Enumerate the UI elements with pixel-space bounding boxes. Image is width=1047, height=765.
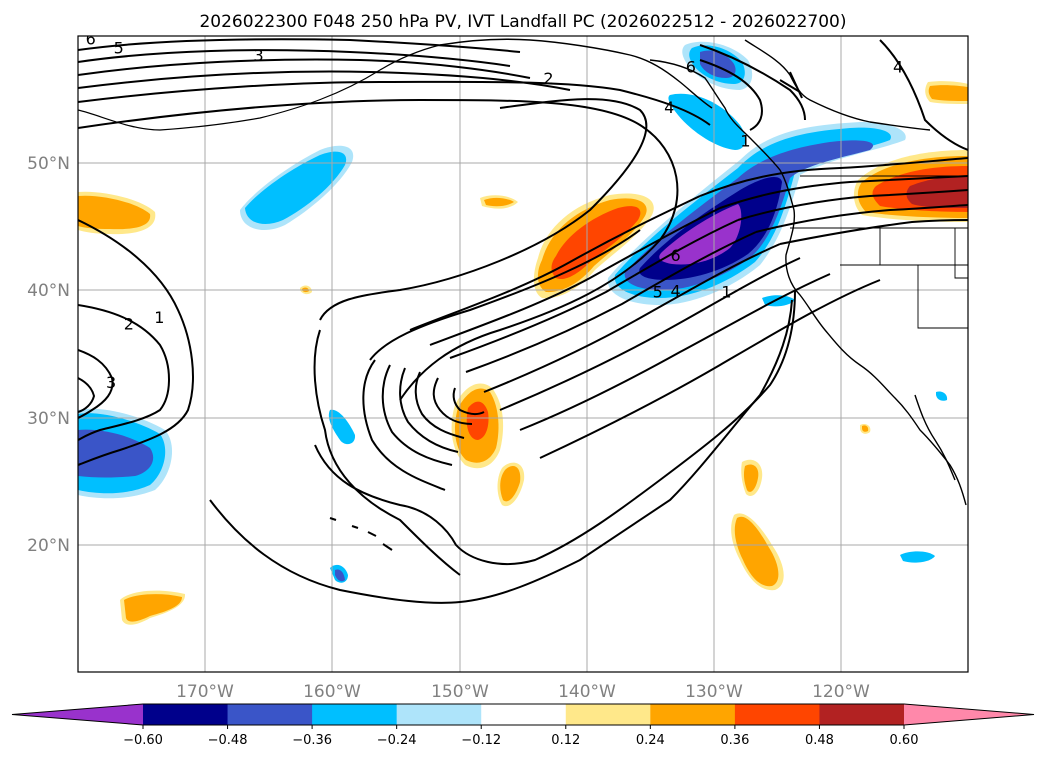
pv-contour-label: 2 xyxy=(124,314,134,333)
colorbar-tick-label: −0.36 xyxy=(292,733,332,748)
pv-contour-label: 4 xyxy=(664,98,674,117)
na-west-coast xyxy=(649,59,967,506)
x-tick-label: 130°W xyxy=(685,682,743,702)
x-tick-labels: 170°W 160°W 150°W 140°W 130°W 120°W xyxy=(176,682,870,702)
state-lines xyxy=(790,227,968,329)
colorbar-swatch xyxy=(819,704,905,725)
baja xyxy=(914,394,956,481)
y-tick-label: 50°N xyxy=(27,154,70,174)
colorbar-tick-label: −0.60 xyxy=(123,733,163,748)
x-tick-label: 160°W xyxy=(303,682,361,702)
pv-contour-label: 6 xyxy=(670,246,680,265)
pv-contour-label: 4 xyxy=(893,58,903,77)
map-frame xyxy=(77,35,969,673)
colorbar-extend-max xyxy=(904,704,1034,725)
colorbar-swatch xyxy=(650,704,736,725)
pv-contours xyxy=(78,38,968,604)
colorbar-swatch xyxy=(481,704,567,725)
colorbar-tick-label: −0.48 xyxy=(208,733,248,748)
x-tick-label: 150°W xyxy=(431,682,489,702)
x-tick-label: 140°W xyxy=(558,682,616,702)
colorbar-tick-label: 0.36 xyxy=(720,733,749,748)
pv-contour-label: 5 xyxy=(653,283,663,302)
y-tick-label: 20°N xyxy=(27,536,70,556)
coastlines xyxy=(78,38,968,551)
pv-contour-label: 1 xyxy=(740,131,750,150)
x-tick-label: 120°W xyxy=(812,682,870,702)
colorbar-swatch xyxy=(565,704,651,725)
hawaii xyxy=(329,517,393,551)
colorbar-tick-label: 0.24 xyxy=(636,733,665,748)
y-tick-label: 40°N xyxy=(27,281,70,301)
pv-contour-label: 2 xyxy=(543,69,553,88)
colorbar-tick-label: 0.60 xyxy=(890,733,919,748)
pv-contour-label: 3 xyxy=(106,373,116,392)
y-tick-labels: 50°N 40°N 30°N 20°N xyxy=(27,154,70,556)
colorbar-swatch xyxy=(143,704,229,725)
colorbar-extend-min xyxy=(12,704,143,725)
pv-contour-label: 6 xyxy=(686,58,696,77)
colorbar-tick-label: 0.48 xyxy=(805,733,834,748)
canada-coast xyxy=(744,39,931,131)
x-tick-label: 170°W xyxy=(176,682,234,702)
pv-contour-label: 1 xyxy=(154,308,164,327)
y-tick-label: 30°N xyxy=(27,409,70,429)
chart-title: 2026022300 F048 250 hPa PV, IVT Landfall… xyxy=(199,12,846,32)
colorbar: −0.60 −0.48 −0.36 −0.24 −0.12 0.12 0.24 0.36 0.4… xyxy=(11,703,1035,748)
pv-contour-label: 3 xyxy=(253,46,263,65)
colorbar-tick-label: −0.24 xyxy=(377,733,417,748)
colorbar-swatch xyxy=(734,704,820,725)
pv-contour-label: 1 xyxy=(721,283,731,302)
aleutians xyxy=(78,44,441,131)
colorbar-tick-label: 0.12 xyxy=(551,733,580,748)
colorbar-tick-label: −0.12 xyxy=(461,733,501,748)
pv-contour-label: 4 xyxy=(670,281,680,300)
colorbar-swatch xyxy=(396,704,482,725)
colorbar-swatch xyxy=(312,704,398,725)
alaska-coast xyxy=(439,38,713,109)
pv-contour-label: 5 xyxy=(114,38,124,57)
colorbar-swatch xyxy=(227,704,313,725)
pv-contour-label: 6 xyxy=(86,30,96,49)
